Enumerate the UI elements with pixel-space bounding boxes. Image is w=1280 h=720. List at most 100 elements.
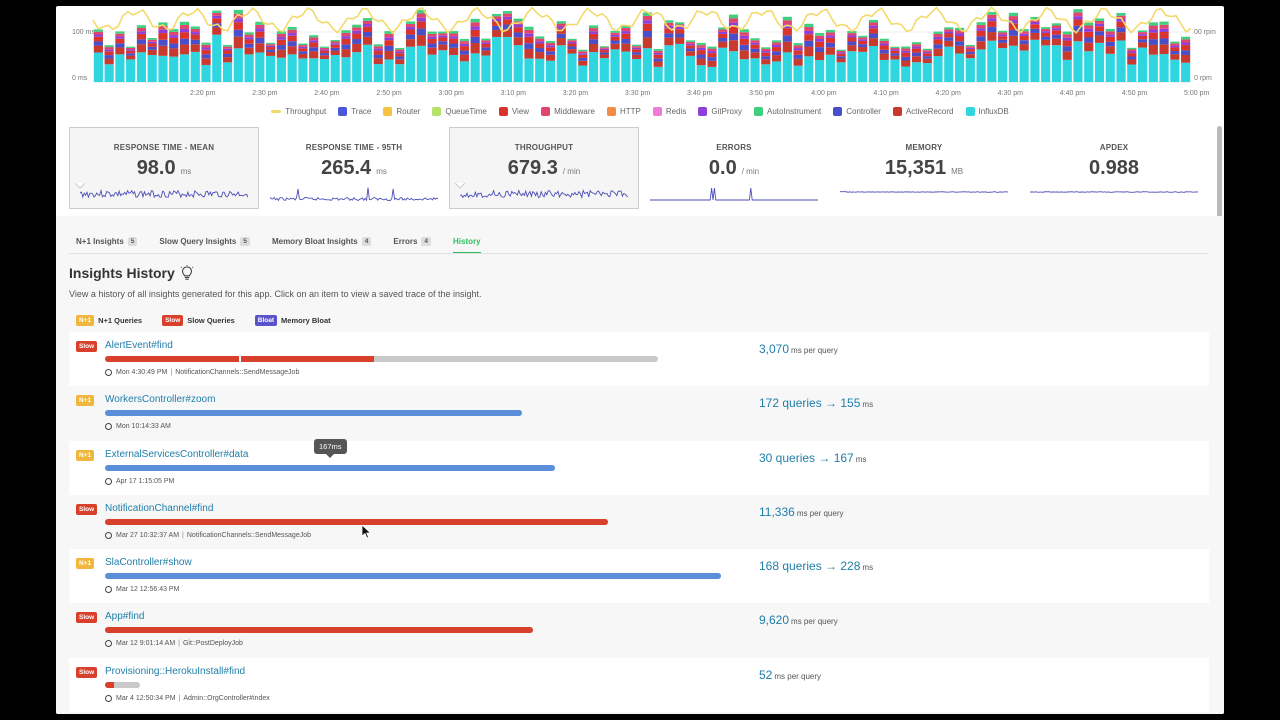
duration-bar[interactable] [105, 627, 533, 634]
chart-bar-segment [567, 38, 577, 41]
chart-bar-segment [588, 25, 599, 29]
chart-bar-segment [233, 13, 243, 19]
metric-card[interactable]: MEMORY 15,351 MB [829, 127, 1019, 209]
x-axis-tick: 3:30 pm [625, 90, 650, 97]
chart-bar-segment [707, 53, 717, 58]
chart-bar-segment [1137, 47, 1148, 82]
metric-card[interactable]: RESPONSE TIME - 95TH 265.4 ms [259, 127, 449, 209]
metric-card[interactable]: ERRORS 0.0 / min [639, 127, 829, 209]
chart-bar-segment [1062, 59, 1072, 82]
chart-bar-segment [427, 33, 437, 37]
chart-bar-segment [1137, 32, 1148, 35]
chart-bar-segment [1181, 50, 1191, 55]
legend-item[interactable]: View [498, 107, 529, 116]
chart-bar-segment [405, 34, 416, 40]
insight-row[interactable]: Slow Provisioning::HerokuInstall#find Mar … [69, 657, 1209, 713]
insight-link[interactable]: ExternalServicesController#data [105, 448, 249, 460]
chart-bar-segment [115, 38, 125, 44]
chart-bar-segment [513, 45, 523, 82]
duration-bar[interactable] [105, 573, 721, 580]
legend-item[interactable]: ActiveRecord [892, 107, 954, 116]
key-label: Memory Bloat [281, 316, 331, 325]
insight-row[interactable]: N+1 SlaController#show Mar 12 12:56:43 PM 1… [69, 549, 1209, 604]
chart-bar-segment [449, 33, 459, 37]
tab-n-1-insights[interactable]: N+1 Insights 5 [76, 234, 138, 248]
legend-item[interactable]: Controller [833, 107, 881, 116]
chart-bar-segment [1073, 9, 1083, 13]
chart-bar-segment [373, 58, 383, 65]
duration-bar-fill [105, 681, 114, 688]
insight-link[interactable]: SlaController#show [105, 557, 192, 569]
insight-row[interactable]: Slow App#find Mar 12 9:01:14 AM | Git::PostD… [69, 603, 1209, 657]
chart-bar-segment [922, 51, 932, 54]
insight-link[interactable]: WorkersController#zoom [105, 394, 216, 406]
legend-item[interactable]: InfluxDB [965, 107, 1009, 116]
chart-bar-segment [739, 50, 749, 60]
insight-row[interactable]: N+1 WorkersController#zoom Mon 10:14:33 AM… [69, 386, 1209, 440]
chart-bar-segment [976, 49, 986, 82]
duration-bar[interactable] [105, 410, 523, 417]
chart-bar-segment [309, 58, 319, 82]
chart-bar-segment [836, 53, 846, 57]
chart-bar-segment [298, 46, 308, 49]
duration-bar[interactable] [105, 356, 658, 362]
tab-memory-bloat-insights[interactable]: Memory Bloat Insights 4 [272, 234, 372, 248]
legend-swatch [892, 107, 902, 116]
chart-bar-segment [341, 49, 351, 58]
legend-item[interactable]: QueueTime [432, 107, 487, 116]
duration-bar[interactable] [105, 681, 141, 688]
insight-link[interactable]: Provisioning::HerokuInstall#find [105, 665, 246, 677]
metric-card[interactable]: RESPONSE TIME - MEAN 98.0 ms [69, 127, 259, 209]
chart-bar-segment [298, 45, 308, 47]
chart-bar-segment [782, 52, 792, 82]
metric-card[interactable]: THROUGHPUT 679.3 / min [449, 127, 639, 209]
chart-bar-segment [330, 47, 340, 51]
legend-item[interactable]: Trace [338, 107, 371, 116]
chart-bar-segment [815, 35, 825, 40]
chart-bar-segment [545, 60, 556, 82]
chart-bar-segment [362, 23, 373, 27]
chart-bar-segment [771, 44, 782, 48]
legend-item[interactable]: GitProxy [698, 107, 742, 116]
chart-bar-segment [136, 33, 147, 40]
legend-item[interactable]: AutoInstrument [753, 107, 821, 116]
chart-bar-segment [664, 28, 674, 34]
legend-item[interactable]: Middleware [541, 107, 595, 116]
timeline-chart[interactable]: 100 ms 0 ms 00 rpm 0 rpm 2:20 pm 2:30 pm 2:40 … [56, 6, 1224, 104]
chart-bar-segment [1094, 26, 1105, 32]
chart-bar-segment [147, 49, 157, 55]
chart-bar-segment [771, 42, 782, 45]
duration-bar[interactable] [105, 518, 608, 525]
chart-bar-segment [266, 49, 276, 52]
insight-link[interactable]: NotificationChannel#find [105, 502, 214, 514]
insight-row[interactable]: N+1 ExternalServicesController#data Apr 17… [69, 440, 1209, 495]
legend-swatch [965, 107, 975, 116]
tab-history[interactable]: History [453, 234, 481, 254]
section-description: View a history of all insights generated… [69, 289, 482, 299]
legend-item[interactable]: Router [383, 107, 420, 116]
chart-bar-segment [502, 29, 513, 37]
timeline-chart-svg[interactable]: 100 ms 0 ms 00 rpm 0 rpm 2:20 pm 2:30 pm 2:40 … [56, 6, 1224, 104]
legend-item[interactable]: HTTP [606, 107, 641, 116]
legend-swatch [383, 107, 393, 116]
insight-row[interactable]: Slow AlertEvent#find Mon 4:30:49 PM | Notifi… [69, 332, 1209, 387]
chart-bar-segment [707, 66, 717, 82]
chart-bar-segment [976, 28, 986, 31]
duration-bar[interactable] [105, 464, 556, 471]
chart-bar-segment [922, 48, 932, 51]
tab-errors[interactable]: Errors 4 [393, 234, 432, 248]
insight-row[interactable]: Slow NotificationChannel#find Mar 27 10:32… [69, 495, 1209, 549]
insight-link[interactable]: AlertEvent#find [105, 340, 173, 351]
metric-card[interactable]: APDEX 0.988 [1019, 127, 1209, 209]
legend-item[interactable]: Redis [652, 107, 686, 116]
chart-bar-segment [438, 33, 448, 36]
chart-bar-segment [987, 32, 997, 41]
chart-bar-segment [362, 18, 373, 21]
chart-bar-segment [115, 36, 125, 39]
tab-slow-query-insights[interactable]: Slow Query Insights 5 [159, 234, 250, 248]
chart-bar-segment [987, 11, 997, 15]
insight-link[interactable]: App#find [105, 611, 145, 623]
legend-item[interactable]: Throughput [271, 107, 326, 116]
chart-bar-segment [470, 36, 480, 43]
chart-bar-segment [621, 27, 631, 32]
